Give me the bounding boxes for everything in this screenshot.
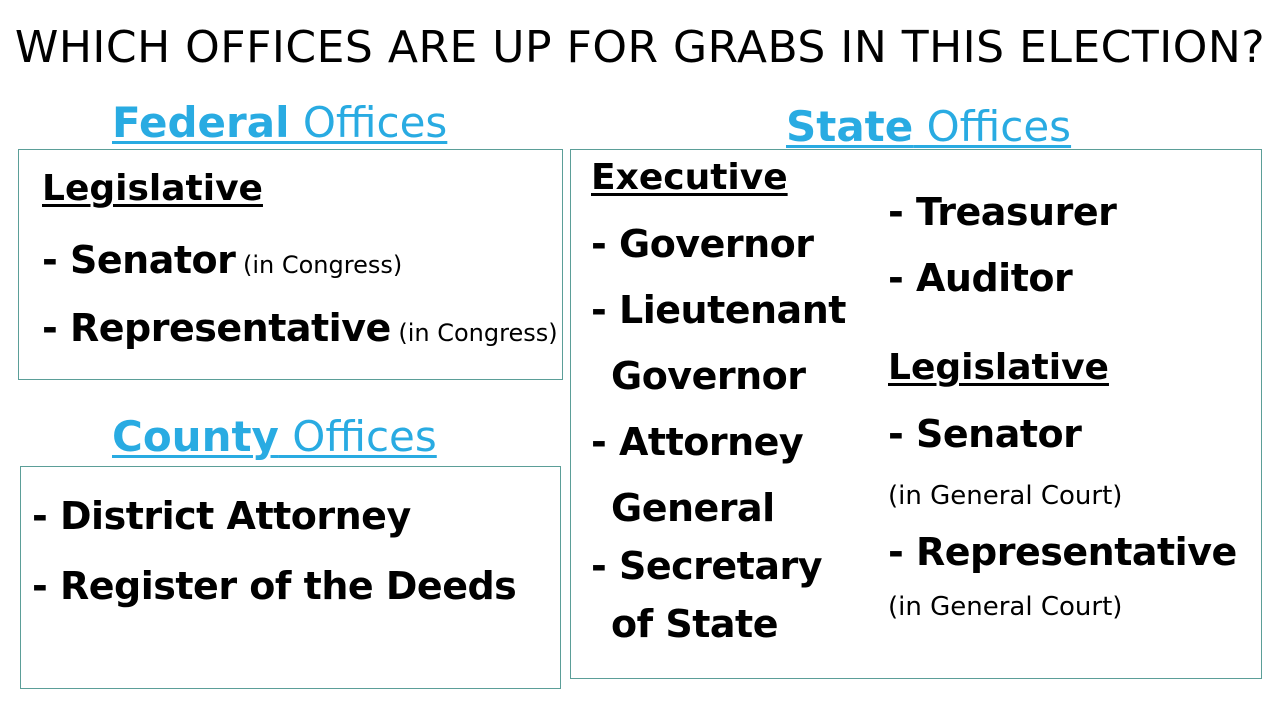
federal-representative-item: - Representative (in Congress)	[42, 306, 558, 350]
page-title: WHICH OFFICES ARE UP FOR GRABS IN THIS E…	[14, 22, 1266, 73]
federal-representative-note: (in Congress)	[390, 319, 558, 347]
state-secretary-line2: of State	[611, 602, 778, 646]
state-secretary-line1: - Secretary	[591, 544, 823, 588]
state-governor: - Governor	[591, 222, 814, 266]
federal-offices-box	[18, 149, 563, 380]
county-offices-box	[20, 466, 561, 689]
county-heading-strong: County	[112, 412, 279, 461]
state-representative: - Representative	[888, 530, 1237, 574]
state-representative-note: (in General Court)	[888, 592, 1123, 622]
federal-legislative-heading: Legislative	[42, 168, 263, 209]
federal-heading-rest: Offices	[289, 98, 448, 147]
state-legislative-heading: Legislative	[888, 347, 1109, 388]
federal-senator-item: - Senator (in Congress)	[42, 238, 402, 282]
federal-senator-label: - Senator	[42, 238, 236, 282]
state-treasurer: - Treasurer	[888, 190, 1117, 234]
county-offices-heading: County Offices	[112, 412, 437, 462]
state-lieutenant-line2: Governor	[611, 354, 806, 398]
federal-heading-strong: Federal	[112, 98, 290, 147]
federal-offices-heading: Federal Offices	[112, 98, 447, 148]
federal-senator-note: (in Congress)	[235, 251, 403, 279]
federal-representative-label: - Representative	[42, 306, 391, 350]
county-heading-rest: Offices	[278, 412, 437, 461]
state-attorney-line1: - Attorney	[591, 420, 804, 464]
county-register-of-deeds: - Register of the Deeds	[32, 564, 517, 608]
county-district-attorney: - District Attorney	[32, 494, 411, 538]
state-offices-box	[570, 149, 1262, 679]
state-offices-heading: State Offices	[786, 102, 1071, 152]
state-attorney-line2: General	[611, 486, 775, 530]
state-auditor: - Auditor	[888, 256, 1073, 300]
state-executive-heading: Executive	[591, 157, 788, 198]
state-senator-note: (in General Court)	[888, 481, 1123, 511]
state-senator: - Senator	[888, 412, 1082, 456]
state-heading-strong: State	[786, 102, 914, 151]
state-heading-rest: Offices	[913, 102, 1072, 151]
state-lieutenant-line1: - Lieutenant	[591, 288, 846, 332]
